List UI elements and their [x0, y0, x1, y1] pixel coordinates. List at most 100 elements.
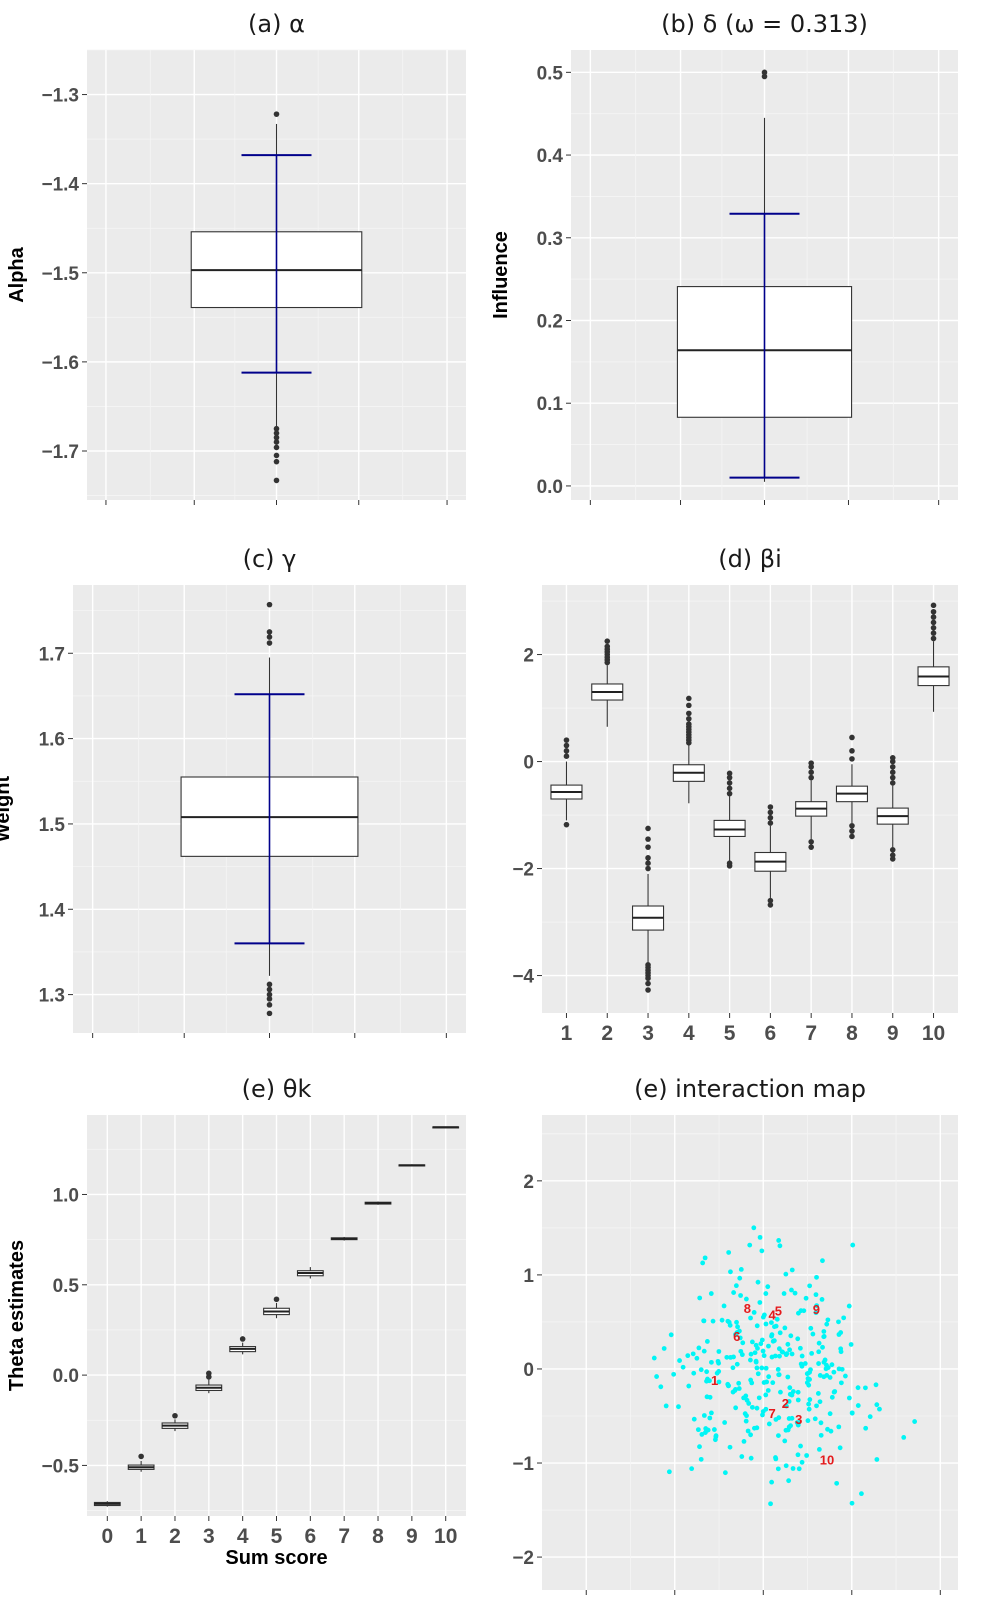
scatter-point [787, 1385, 793, 1391]
scatter-point [816, 1361, 821, 1366]
scatter-point [677, 1358, 682, 1363]
y-tick-label: −2 [512, 860, 534, 881]
outlier-point [767, 804, 774, 810]
outlier-point [563, 737, 570, 743]
outlier-point [273, 430, 280, 436]
outlier-point [889, 755, 896, 761]
y-axis-label: Influence [490, 231, 512, 319]
scatter-point [825, 1317, 831, 1323]
scatter-point [781, 1291, 787, 1296]
scatter-point [751, 1310, 757, 1315]
scatter-point [760, 1314, 766, 1320]
scatter-point [901, 1435, 907, 1440]
y-tick-label: 0.5 [537, 63, 564, 84]
scatter-point [783, 1271, 789, 1277]
outlier-point [686, 710, 692, 717]
scatter-point [743, 1418, 749, 1424]
y-tick-label: 0.1 [537, 394, 564, 415]
box-3 [631, 825, 665, 993]
scatter-point [765, 1284, 771, 1290]
y-tick-label: −4 [512, 967, 534, 988]
scatter-point [716, 1379, 722, 1385]
item-label: 8 [744, 1301, 751, 1316]
outlier-point [930, 630, 937, 636]
scatter-point [777, 1243, 783, 1249]
scatter-point [691, 1370, 697, 1376]
scatter-point [789, 1287, 794, 1293]
y-tick-label: 2 [523, 646, 534, 667]
box-3 [195, 1370, 223, 1394]
scatter-point [867, 1414, 873, 1420]
y-tick-label: 0.5 [53, 1276, 80, 1297]
x-tick-label: 7 [805, 1022, 817, 1045]
scatter-point [775, 1466, 781, 1472]
outlier-point [686, 721, 692, 727]
scatter-point [704, 1339, 710, 1344]
x-tick-label: 0 [101, 1525, 113, 1548]
scatter-point [821, 1359, 827, 1365]
scatter-point [712, 1437, 718, 1443]
scatter-point [785, 1374, 791, 1380]
scatter-point [736, 1380, 742, 1386]
scatter-point [699, 1432, 705, 1437]
scatter-point [827, 1375, 833, 1380]
scatter-point [727, 1322, 733, 1328]
scatter-point [834, 1480, 840, 1486]
item-label: 9 [813, 1302, 820, 1317]
scatter-point [783, 1352, 789, 1358]
scatter-point [846, 1395, 852, 1401]
scatter-point [757, 1300, 763, 1305]
scatter-point [754, 1365, 760, 1371]
outlier-point [726, 863, 733, 869]
x-tick-label: 5 [271, 1525, 283, 1548]
scatter-point [748, 1357, 753, 1363]
scatter-point [814, 1403, 819, 1409]
outlier-point [266, 996, 273, 1002]
outlier-point [726, 780, 733, 786]
scatter-point [803, 1295, 809, 1301]
outlier-point [686, 702, 692, 709]
item-label: 6 [733, 1329, 740, 1344]
scatter-point [789, 1415, 795, 1421]
scatter-point [782, 1325, 788, 1331]
scatter-point [702, 1255, 708, 1261]
x-axis-label: Sum score [225, 1547, 327, 1569]
plot-background [542, 585, 958, 1013]
scatter-point [760, 1348, 766, 1354]
scatter-point [697, 1444, 702, 1450]
scatter-point [806, 1401, 812, 1407]
outlier-point [645, 855, 651, 861]
scatter-point [842, 1373, 848, 1379]
y-axis-label: Alpha [6, 246, 28, 302]
item-label: 2 [782, 1396, 789, 1411]
scatter-point [704, 1394, 710, 1400]
item-label: 5 [775, 1304, 782, 1319]
scatter-point [855, 1385, 861, 1391]
outlier-point [645, 975, 651, 982]
scatter-point [848, 1342, 854, 1347]
outlier-point [645, 865, 651, 872]
x-tick-label: 4 [683, 1022, 695, 1045]
outlier-point [930, 625, 937, 631]
scatter-point [806, 1406, 812, 1412]
x-tick-label: 10 [922, 1022, 945, 1045]
scatter-point [821, 1329, 827, 1334]
outlier-point [273, 458, 280, 465]
scatter-point [685, 1353, 691, 1359]
scatter-point [796, 1466, 802, 1472]
scatter-point [734, 1361, 740, 1367]
outlier-point [767, 897, 774, 904]
panel-title: (e) θk [242, 1075, 312, 1103]
scatter-point [818, 1432, 824, 1438]
scatter-point [744, 1413, 749, 1419]
scatter-point [746, 1401, 752, 1406]
scatter-point [778, 1389, 783, 1395]
y-tick-label: 1.3 [39, 986, 65, 1007]
scatter-point [752, 1350, 758, 1356]
scatter-point [708, 1291, 714, 1296]
scatter-point [815, 1391, 821, 1396]
scatter-point [805, 1418, 811, 1424]
scatter-point [747, 1242, 753, 1248]
panel-title: (d) βi [718, 545, 782, 573]
